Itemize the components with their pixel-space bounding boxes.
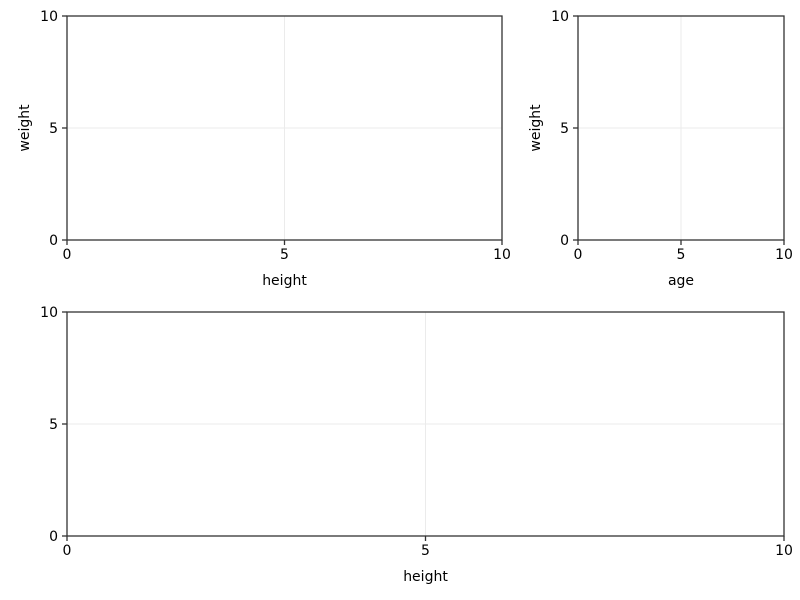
y-tick-label: 5 (49, 417, 58, 433)
plot-panel-2: 0 5 10 0 5 10 age weight (528, 9, 793, 289)
x-tick-label: 0 (63, 247, 72, 263)
x-tick-label: 10 (493, 247, 511, 263)
y-tick-label: 10 (551, 9, 569, 25)
x-tick-label: 10 (775, 543, 793, 559)
x-tick-label: 0 (63, 543, 72, 559)
y-axis-label: weight (17, 104, 33, 152)
x-tick-label: 0 (574, 247, 583, 263)
x-tick-label: 5 (280, 247, 289, 263)
x-tick-label: 5 (421, 543, 430, 559)
y-tick-label: 5 (560, 121, 569, 137)
y-tick-label: 5 (49, 121, 58, 137)
plot-panel-1: 0 5 10 0 5 10 height weight (17, 9, 511, 289)
y-tick-label: 10 (40, 9, 58, 25)
x-axis-label: age (668, 273, 694, 289)
plot-panel-3: 0 5 10 0 5 10 height (40, 305, 793, 585)
y-tick-label: 0 (560, 233, 569, 249)
x-tick-label: 10 (775, 247, 793, 263)
y-tick-label: 0 (49, 529, 58, 545)
x-axis-label: height (262, 273, 307, 289)
y-tick-label: 10 (40, 305, 58, 321)
y-tick-label: 0 (49, 233, 58, 249)
x-tick-label: 5 (677, 247, 686, 263)
x-axis-label: height (403, 569, 448, 585)
y-axis-label: weight (528, 104, 544, 152)
